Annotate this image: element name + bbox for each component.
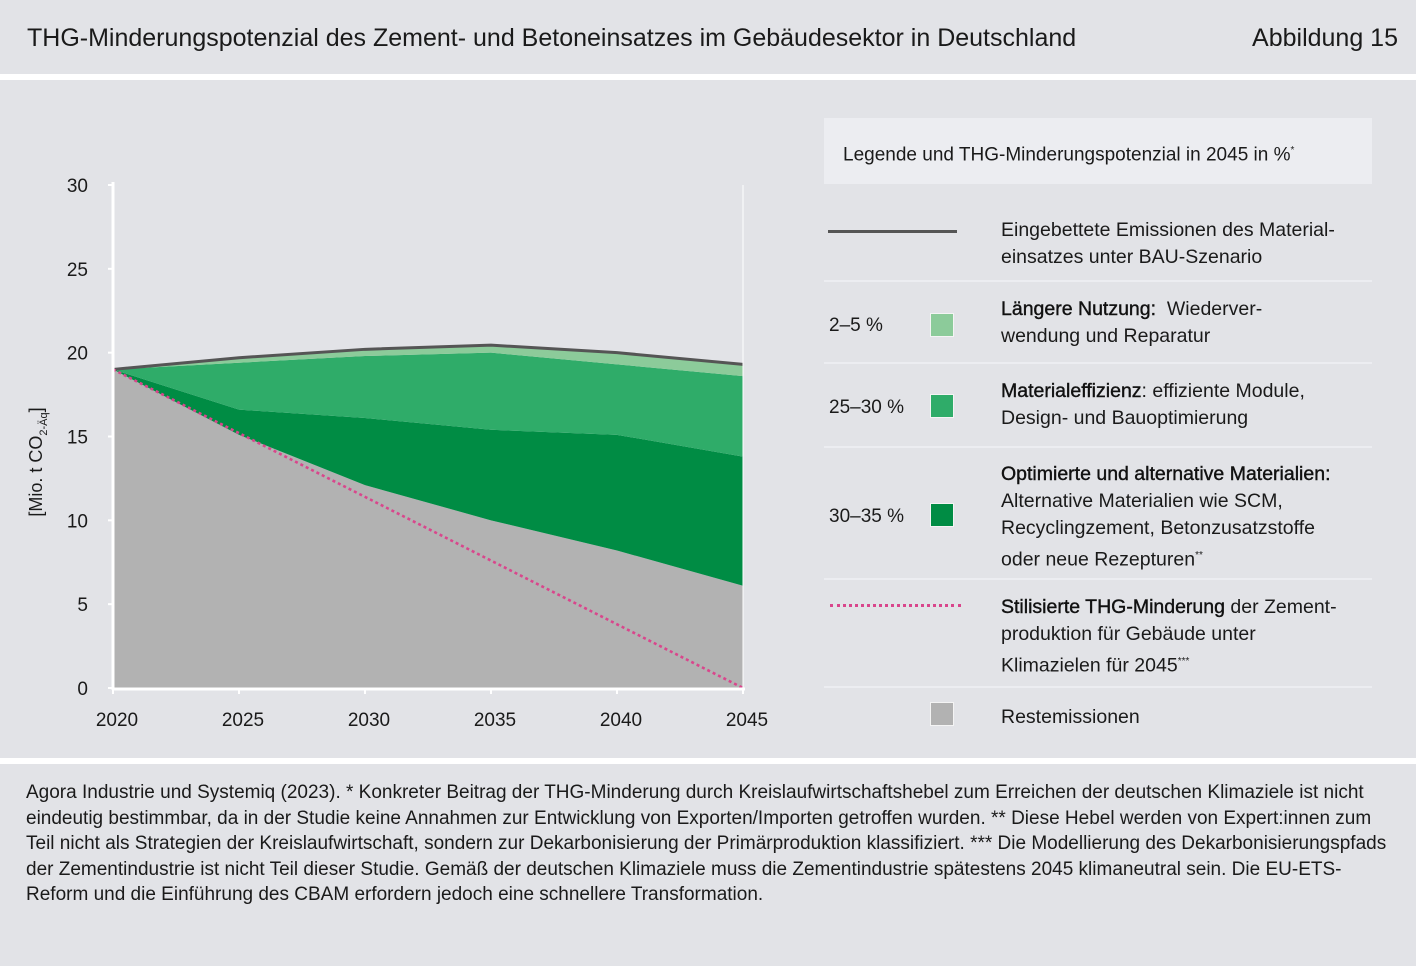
light-green-swatch bbox=[930, 313, 954, 337]
area-series-3 bbox=[113, 345, 743, 377]
y-tick-label-2: 10 bbox=[67, 511, 88, 532]
header: THG-Minderungspotenzial des Zement- und … bbox=[0, 0, 1416, 80]
dotted-line-swatch bbox=[830, 604, 961, 607]
figure-number: Abbildung 15 bbox=[1252, 24, 1398, 52]
x-tick-label-3: 2035 bbox=[474, 710, 516, 731]
legend: Legende und THG-Minderungspotenzial in 2… bbox=[824, 118, 1372, 728]
footer: Agora Industrie und Systemiq (2023). * K… bbox=[0, 758, 1416, 966]
x-tick-label-1: 2025 bbox=[222, 710, 264, 731]
y-tick-label-6: 30 bbox=[67, 176, 88, 197]
y-tick-label-0: 0 bbox=[77, 679, 88, 700]
y-tick-label-4: 20 bbox=[67, 344, 88, 365]
legend-item-stilisierte-minderung: Stilisierte THG-Minderung der Zement-pro… bbox=[824, 580, 1372, 688]
source-note: Agora Industrie und Systemiq (2023). * K… bbox=[26, 782, 1387, 905]
x-tick-label-2: 2030 bbox=[348, 710, 390, 731]
legend-item-optimierte-materialien: 30–35 % Optimierte und alternative Mater… bbox=[824, 448, 1372, 580]
x-tick-label-0: 2020 bbox=[96, 710, 138, 731]
y-tick-label-5: 25 bbox=[67, 260, 88, 281]
area-series-1 bbox=[113, 369, 743, 586]
legend-title: Legende und THG-Minderungspotenzial in 2… bbox=[824, 118, 1372, 184]
solid-line-swatch bbox=[828, 230, 957, 233]
legend-item-restemissionen: Restemissionen bbox=[824, 688, 1372, 748]
x-tick-label-4: 2040 bbox=[600, 710, 642, 731]
y-tick-label-3: 15 bbox=[67, 428, 88, 449]
legend-item-materialeffizienz: 25–30 % Materialeffizienz: effiziente Mo… bbox=[824, 364, 1372, 448]
area-series-2 bbox=[113, 352, 743, 457]
legend-item-laengere-nutzung: 2–5 % Längere Nutzung: Wiederver-wendung… bbox=[824, 282, 1372, 364]
dark-green-swatch bbox=[930, 503, 954, 527]
x-tick-label-5: 2045 bbox=[726, 710, 768, 731]
y-tick-label-1: 5 bbox=[77, 595, 88, 616]
grey-swatch bbox=[930, 702, 954, 726]
bau-line-0 bbox=[112, 343, 744, 371]
page-title: THG-Minderungspotenzial des Zement- und … bbox=[27, 24, 1077, 52]
dotted-line-1 bbox=[112, 368, 744, 690]
legend-item-bau: Eingebettete Emissionen des Material-ein… bbox=[824, 214, 1372, 282]
medium-green-swatch bbox=[930, 394, 954, 418]
